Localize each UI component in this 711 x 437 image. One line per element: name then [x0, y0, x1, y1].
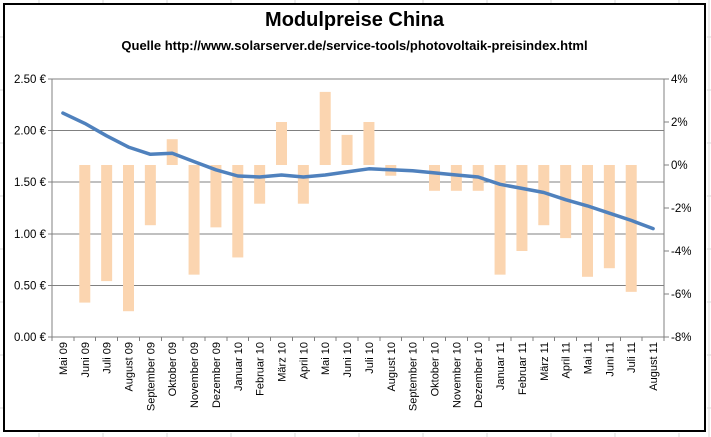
x-axis-tick-label: Juli 10: [364, 342, 376, 374]
bar-November 10: [450, 165, 462, 191]
bar-Oktober 10: [429, 165, 440, 191]
bar-Dezember 09: [210, 165, 222, 228]
left-axis-tick-label: 1.00 €: [14, 229, 47, 241]
x-axis-tick-label: Juli 11: [626, 342, 638, 373]
right-axis-tick-label: -6%: [671, 289, 691, 301]
x-axis-tick-label: September 09: [145, 342, 157, 411]
chart-title: Modulpreise China: [265, 9, 444, 31]
bar-Juni 11: [603, 165, 615, 269]
right-axis-tick-label: -8%: [671, 332, 691, 344]
bar-Mai 11: [582, 165, 593, 277]
bar-Februar 10: [254, 165, 266, 204]
bar-Februar 11: [516, 165, 528, 251]
bar-Januar 11: [494, 165, 506, 275]
x-axis-tick-label: Dezember 10: [473, 342, 485, 408]
x-axis-labels: Mai 09 Juni 09 Juli 09 August 09 September 0…: [58, 342, 660, 411]
x-axis-tick-label: April 10: [298, 342, 310, 379]
right-axis-labels: 4% 2% 0% -2% -4% -6% -8%: [671, 74, 691, 344]
x-axis-tick-label: Januar 10: [233, 342, 245, 391]
bar-September 09: [144, 165, 156, 226]
x-axis-tick-label: Juni 09: [80, 342, 92, 377]
x-axis-tick-label: August 11: [648, 342, 660, 391]
bar-Juli 09: [101, 165, 113, 282]
x-axis-tick-label: Mai 09: [58, 342, 70, 375]
left-axis-tick-label: 0.00 €: [14, 332, 47, 344]
price-line-series: [61, 111, 655, 231]
x-axis-tick-label: März 10: [277, 342, 289, 382]
left-axis-tick-label: 0.50 €: [14, 280, 47, 292]
x-axis-tick-label: Dezember 09: [211, 342, 223, 408]
bar-Juni 09: [79, 165, 91, 303]
bar-November 09: [188, 165, 200, 275]
bar-März 10: [276, 122, 287, 165]
x-axis-tick-label: März 11: [539, 342, 551, 381]
axes: [48, 78, 669, 341]
bar-Januar 10: [232, 165, 244, 258]
bar-August 09: [123, 165, 134, 312]
x-axis-tick-label: Mai 11: [583, 342, 595, 374]
right-axis-tick-label: 2%: [671, 117, 688, 129]
x-axis-tick-label: Februar 10: [255, 342, 267, 396]
bar-April 10: [297, 165, 309, 204]
x-axis-tick-label: September 10: [408, 342, 420, 411]
right-axis-tick-label: -2%: [671, 203, 691, 215]
x-axis-tick-label: November 09: [189, 342, 201, 408]
left-axis-labels: 2.50 € 2.00 € 1.50 € 1.00 € 0.50 € 0.00 €: [14, 74, 47, 344]
x-axis-tick-label: Januar 11: [495, 342, 507, 390]
x-axis-tick-label: August 10: [386, 342, 398, 392]
x-axis-tick-label: Oktober 10: [430, 342, 442, 396]
left-axis-tick-label: 2.50 €: [14, 74, 47, 86]
plot-gridlines: [52, 78, 664, 338]
bar-series-monthly-change: [79, 91, 637, 312]
bar-April 11: [560, 165, 572, 239]
x-axis-tick-label: Februar 11: [517, 342, 529, 395]
x-axis-tick-label: Juni 11: [604, 342, 616, 377]
bar-März 11: [538, 165, 550, 226]
bar-Mai 10: [319, 91, 331, 165]
bar-Juli 11: [625, 165, 637, 292]
x-axis-tick-label: Juli 09: [102, 342, 114, 374]
bar-Juni 10: [341, 134, 353, 165]
right-axis-tick-label: 4%: [671, 74, 688, 86]
x-axis-tick-label: Juni 10: [342, 342, 354, 377]
right-axis-tick-label: 0%: [671, 160, 688, 172]
x-axis-tick-label: Mai 10: [320, 342, 332, 375]
x-axis-tick-label: November 10: [451, 342, 463, 408]
left-axis-tick-label: 2.00 €: [14, 126, 47, 138]
left-axis-tick-label: 1.50 €: [14, 177, 47, 189]
bar-Juli 10: [363, 122, 375, 165]
x-axis-tick-label: August 09: [124, 342, 136, 392]
right-axis-tick-label: -4%: [671, 246, 691, 258]
x-axis-tick-label: Oktober 09: [167, 342, 179, 396]
chart-subtitle: Quelle http://www.solarserver.de/service…: [121, 38, 588, 53]
x-axis-tick-label: April 11: [561, 342, 573, 378]
